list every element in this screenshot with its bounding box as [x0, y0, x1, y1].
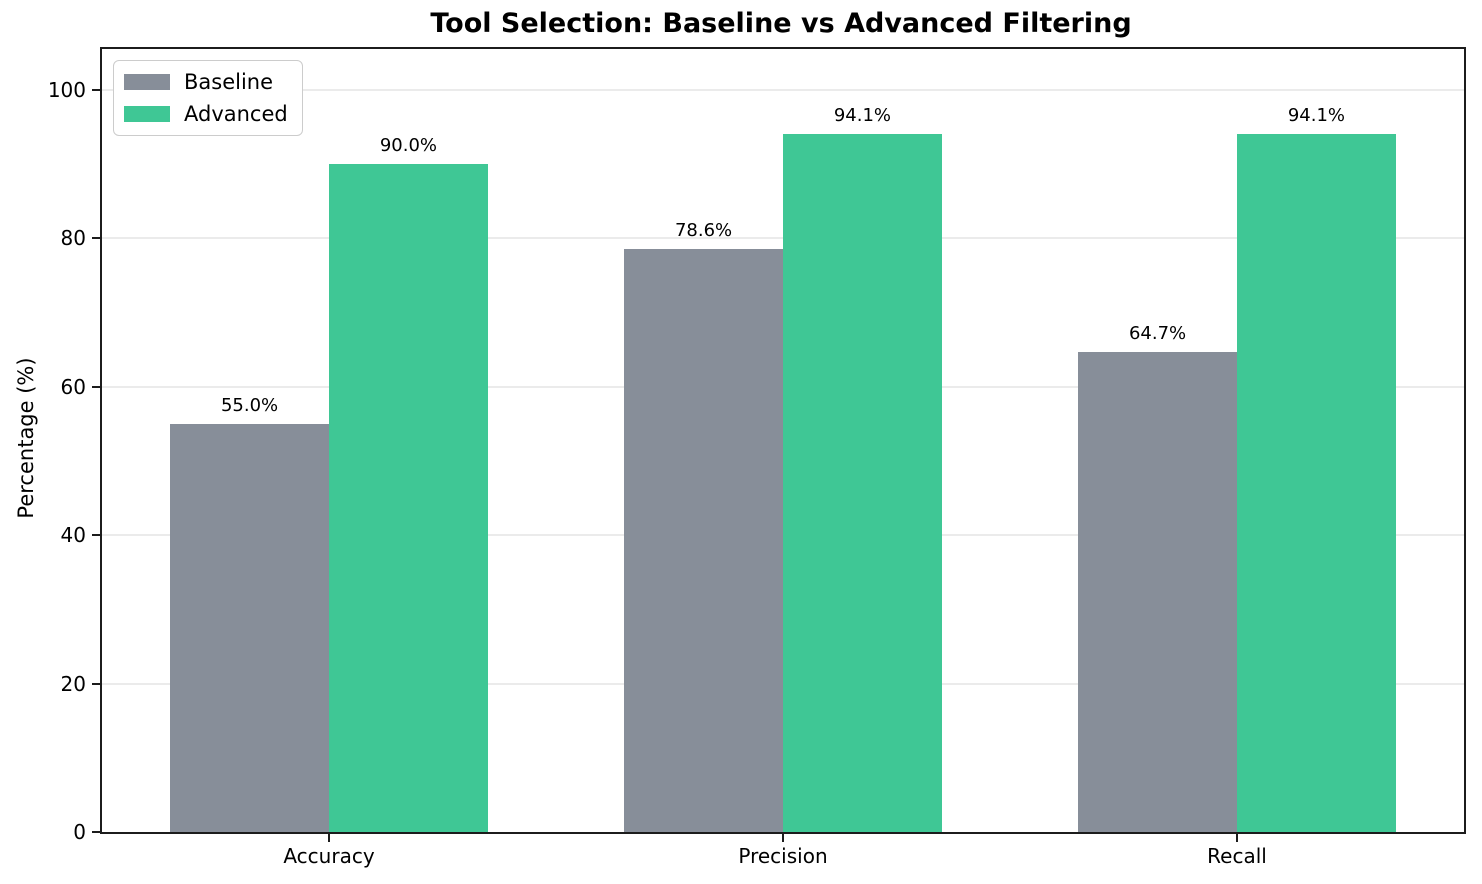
- y-tick-label-60: 60: [60, 374, 86, 399]
- y-tick-mark-20: [92, 682, 100, 685]
- x-tick-label-recall: Recall: [1207, 844, 1267, 868]
- legend: Baseline Advanced: [113, 60, 303, 136]
- y-tick-label-100: 100: [47, 77, 86, 102]
- y-axis-label: Percentage (%): [14, 357, 38, 519]
- legend-row-baseline: Baseline: [124, 70, 288, 94]
- bar-advanced-accuracy: [329, 164, 488, 832]
- bar-value-label-advanced-accuracy: 90.0%: [379, 135, 438, 157]
- legend-row-advanced: Advanced: [124, 102, 288, 126]
- legend-swatch-baseline: [124, 74, 170, 90]
- bar-value-label-advanced-recall: 94.1%: [1287, 104, 1346, 126]
- bar-value-label-baseline-precision: 78.6%: [674, 219, 733, 241]
- chart-title: Tool Selection: Baseline vs Advanced Fil…: [430, 8, 1132, 39]
- y-tick-mark-60: [92, 385, 100, 388]
- bar-baseline-recall: [1078, 351, 1237, 832]
- bar-baseline-precision: [624, 248, 783, 832]
- bar-value-label-advanced-precision: 94.1%: [833, 104, 892, 126]
- y-tick-mark-80: [92, 237, 100, 240]
- x-tick-label-precision: Precision: [738, 844, 828, 868]
- bar-value-label-baseline-accuracy: 55.0%: [220, 394, 279, 416]
- bar-advanced-precision: [783, 133, 942, 832]
- x-tick-mark-precision: [782, 834, 784, 842]
- plot-area: Baseline Advanced 55.0% 78.6% 64.7% 90.0% 94.…: [48, 47, 1466, 868]
- legend-label-baseline: Baseline: [184, 70, 274, 94]
- y-tick-label-0: 0: [73, 820, 86, 844]
- y-tick-label-20: 20: [60, 671, 86, 696]
- gridline-100: [102, 88, 1464, 91]
- legend-swatch-advanced: [124, 106, 170, 122]
- x-tick-mark-accuracy: [328, 834, 330, 842]
- legend-label-advanced: Advanced: [184, 102, 288, 126]
- y-tick-label-40: 40: [60, 523, 86, 548]
- x-tick-mark-recall: [1236, 834, 1238, 842]
- bar-baseline-accuracy: [170, 423, 329, 832]
- y-tick-mark-100: [92, 88, 100, 91]
- bar-value-label-baseline-recall: 64.7%: [1128, 322, 1187, 344]
- bar-advanced-recall: [1237, 133, 1396, 832]
- x-tick-label-accuracy: Accuracy: [283, 844, 375, 868]
- y-tick-mark-40: [92, 534, 100, 537]
- y-tick-label-80: 80: [60, 226, 86, 251]
- y-tick-mark-0: [92, 831, 100, 833]
